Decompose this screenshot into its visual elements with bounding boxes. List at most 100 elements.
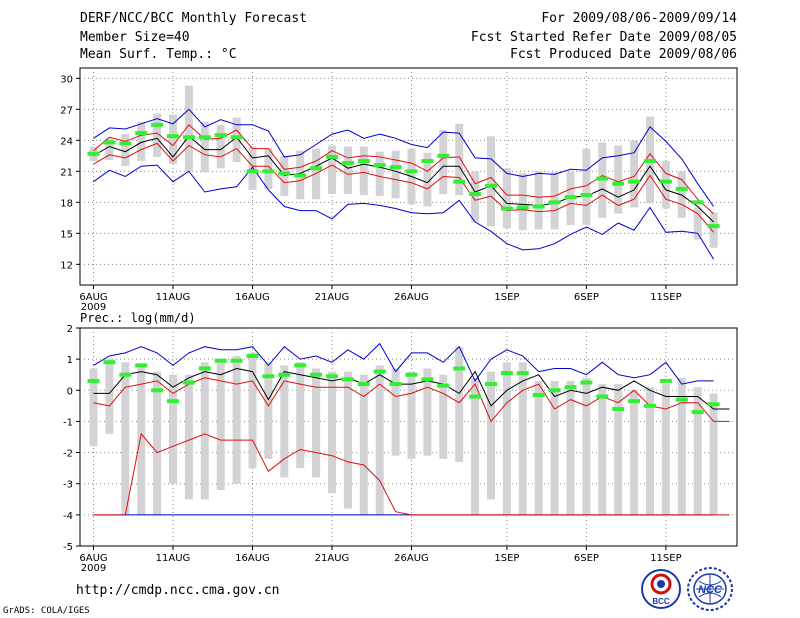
panel2-range-box (200, 362, 209, 500)
panel2-range-box (598, 384, 607, 515)
panel2-median-mark (659, 378, 672, 383)
panel2-range-box (407, 371, 416, 459)
panel2-median-mark (485, 382, 497, 387)
panel1-median-mark (485, 183, 497, 188)
panel1-median-mark (246, 169, 259, 174)
panel2-range-box (359, 374, 368, 515)
panel1-median-mark (659, 179, 672, 184)
panel2-median-mark (500, 371, 513, 376)
panel1-range-box (487, 136, 495, 227)
panel2-median-mark (310, 372, 323, 377)
panel2-median-mark (691, 410, 704, 415)
panel2-median-mark (182, 380, 195, 385)
panel1-range-box (375, 151, 384, 197)
panel1-ytick-label: 30 (60, 74, 73, 85)
panel1-xtick-label: 26AUG (394, 292, 429, 303)
panel1-median-mark (532, 204, 545, 209)
panel2-range-box (534, 380, 543, 515)
panel1-range-box (264, 148, 273, 189)
panel1-median-mark (516, 205, 529, 210)
panel2-median-mark (246, 354, 259, 359)
ncc-logo: NCC (687, 567, 733, 611)
panel2-median-mark (675, 397, 688, 402)
panel2-xtick-label: 16AUG (235, 553, 270, 564)
panel2-median-mark (373, 369, 386, 374)
panel2-range-box (614, 384, 623, 515)
panel2-xtick-label: 6SEP (574, 553, 599, 564)
panel1-range-box (471, 171, 480, 222)
panel2-median-mark (405, 372, 418, 377)
panel2-median-mark (357, 382, 370, 387)
panel2-ytick-label: -1 (63, 417, 73, 428)
panel1-range-box (184, 85, 193, 172)
panel2-ytick-label: 1 (67, 355, 73, 366)
panel1-median-mark (389, 165, 402, 170)
panel1-ytick-label: 15 (60, 229, 73, 240)
panel1-xtick-label: 6SEP (574, 292, 599, 303)
variable-label: Mean Surf. Temp.: °C (80, 47, 237, 62)
panel2-xtick-label: 1SEP (494, 553, 519, 564)
panel1-median-mark (469, 192, 482, 197)
panel2-range-box (184, 374, 193, 500)
panel2-range-box (232, 356, 241, 484)
panel1-range-box (169, 114, 177, 165)
panel1-mean-line (93, 135, 714, 223)
panel2-range-box (630, 390, 639, 515)
panel2-median-mark (278, 372, 291, 377)
panel2-range-box (518, 362, 527, 515)
panel1-range-box (709, 212, 718, 248)
panel2-median-mark (167, 399, 179, 404)
panel1-median-mark (262, 169, 275, 174)
panel1-xtick-label: 16AUG (235, 292, 270, 303)
panel1-median-mark (87, 151, 100, 156)
panel2-median-mark (135, 363, 148, 368)
panel1-range-box (121, 134, 130, 167)
panel1-ytick-label: 21 (60, 167, 73, 178)
panel1-range-box (137, 121, 146, 161)
ncc-logo-text: NCC (698, 584, 723, 596)
panel1-range-box (534, 171, 543, 230)
panel1-range-box (343, 146, 352, 195)
panel1-median-mark (453, 179, 466, 184)
panel1-range-box (359, 146, 368, 196)
panel1-median-mark (103, 140, 116, 145)
panel2-ytick-label: 0 (67, 386, 73, 397)
panel2-median-mark (119, 372, 132, 377)
panel1-ytick-label: 18 (60, 198, 73, 209)
panel2-median-mark (516, 371, 529, 376)
panel1-median-mark (310, 166, 323, 171)
panel1-median-mark (612, 181, 625, 186)
panel2-median-mark (341, 377, 354, 382)
panel1-median-mark (230, 135, 243, 140)
panel2-range-box (328, 371, 336, 494)
panel2-median-mark (294, 363, 307, 368)
panel1-range-box (216, 124, 225, 169)
panel2-range-box (471, 377, 480, 515)
panel1-median-mark (294, 173, 307, 178)
panel2-median-mark (214, 358, 227, 363)
panel2-max-line (93, 342, 714, 385)
panel1-range-box (105, 138, 114, 160)
source-url[interactable]: http://cmdp.ncc.cma.gov.cn (76, 583, 280, 598)
panel1-median-mark (357, 159, 370, 163)
forecast-period: For 2009/08/06-2009/09/14 (541, 11, 737, 26)
chart-title: DERF/NCC/BCC Monthly Forecast (80, 11, 307, 26)
panel2-median-mark (421, 377, 434, 382)
panel2-range-box (343, 371, 352, 509)
panel2-range-box (487, 371, 495, 500)
precip-title: Prec.: log(mm/d) (80, 311, 196, 325)
panel2-median-mark (103, 360, 116, 365)
panel2-median-mark (453, 366, 466, 371)
panel2-median-mark (198, 366, 211, 371)
panel2-ytick-label: -3 (63, 480, 73, 491)
panel2-median-mark (437, 383, 450, 388)
panel2-range-box (280, 365, 289, 478)
panel1-median-mark (119, 141, 132, 146)
panel2-xtick-year: 2009 (81, 563, 106, 574)
panel1-range-box (455, 123, 464, 196)
panel1-median-mark (341, 161, 354, 166)
panel2-xtick-label: 26AUG (394, 553, 429, 564)
panel2-range-box (455, 346, 464, 462)
panel1-median-mark (691, 200, 704, 205)
